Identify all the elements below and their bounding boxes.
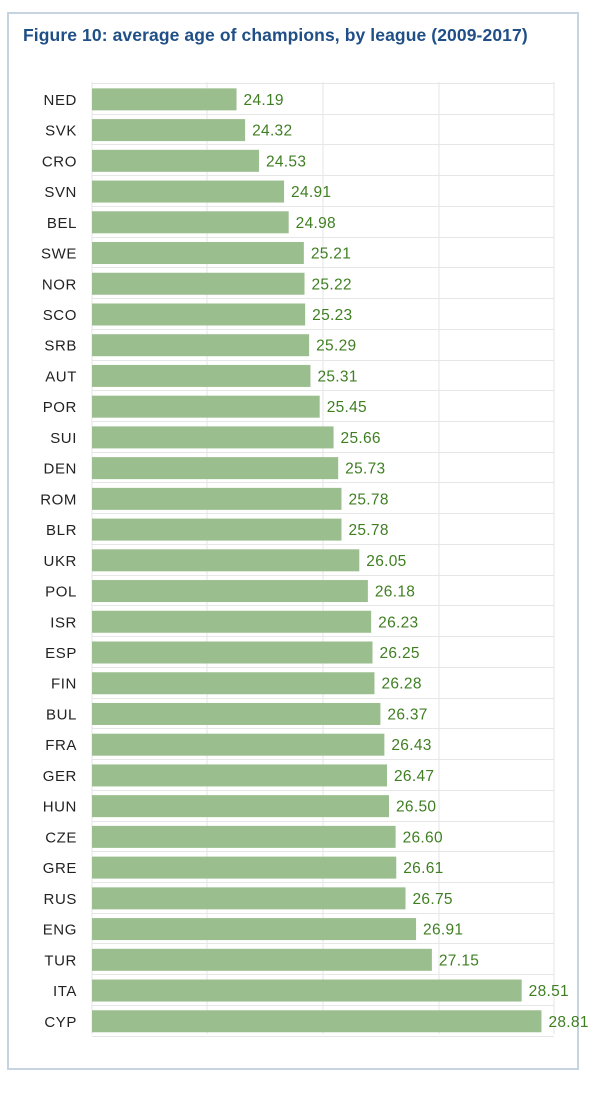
value-label-eng: 26.91: [423, 922, 463, 939]
bar-ger: [92, 764, 388, 787]
category-label-por: POR: [43, 399, 77, 416]
value-label-swe: 25.21: [311, 246, 351, 263]
category-label-ned: NED: [44, 92, 77, 109]
value-label-rom: 25.78: [348, 491, 388, 508]
bar-srb: [92, 334, 310, 357]
category-label-bul: BUL: [46, 706, 77, 723]
bar-sui: [92, 426, 334, 449]
category-label-hun: HUN: [43, 799, 77, 816]
category-label-bel: BEL: [47, 215, 77, 232]
bar-bel: [92, 211, 289, 234]
category-label-esp: ESP: [45, 645, 77, 662]
category-label-ukr: UKR: [44, 553, 77, 570]
value-label-cze: 26.60: [403, 829, 443, 846]
category-label-sco: SCO: [43, 307, 77, 324]
category-label-den: DEN: [44, 461, 77, 478]
category-label-aut: AUT: [45, 368, 77, 385]
value-label-gre: 26.61: [403, 860, 443, 877]
value-label-bul: 26.37: [387, 706, 427, 723]
category-label-eng: ENG: [43, 922, 77, 939]
value-label-ned: 24.19: [244, 92, 284, 109]
value-label-rus: 26.75: [413, 891, 453, 908]
category-label-cyp: CYP: [44, 1014, 77, 1031]
bar-bul: [92, 702, 381, 725]
value-label-blr: 25.78: [348, 522, 388, 539]
value-label-fra: 26.43: [391, 737, 431, 754]
category-label-pol: POL: [45, 584, 77, 601]
bar-pol: [92, 580, 368, 603]
value-label-nor: 25.22: [312, 276, 352, 293]
bar-cze: [92, 825, 396, 848]
value-label-hun: 26.50: [396, 799, 436, 816]
value-label-pol: 26.18: [375, 584, 415, 601]
category-label-rus: RUS: [44, 891, 77, 908]
value-label-layer: 24.19 24.32 24.53 24.91 24.98 25.21 25.22 25.23…: [244, 92, 589, 1031]
grid-layer: [91, 82, 555, 1037]
category-label-cro: CRO: [42, 153, 77, 170]
bar-svn: [92, 180, 285, 203]
bar-cro: [92, 149, 259, 172]
bar-eng: [92, 918, 417, 941]
bar-rus: [92, 887, 406, 910]
bar-rom: [92, 487, 342, 510]
value-label-den: 25.73: [345, 461, 385, 478]
category-label-ger: GER: [43, 768, 77, 785]
bar-isr: [92, 610, 372, 633]
bar-sco: [92, 303, 306, 326]
bar-aut: [92, 364, 311, 387]
bar-blr: [92, 518, 342, 541]
value-label-srb: 25.29: [316, 338, 356, 355]
category-label-tur: TUR: [44, 952, 77, 969]
category-label-ita: ITA: [53, 983, 77, 1000]
category-label-nor: NOR: [42, 276, 77, 293]
category-label-fin: FIN: [51, 676, 77, 693]
value-label-svn: 24.91: [291, 184, 331, 201]
bar-ukr: [92, 549, 360, 572]
value-label-sui: 25.66: [341, 430, 381, 447]
category-label-svn: SVN: [44, 184, 77, 201]
category-label-fra: FRA: [45, 737, 77, 754]
value-label-ger: 26.47: [394, 768, 434, 785]
value-label-esp: 26.25: [380, 645, 420, 662]
category-label-isr: ISR: [50, 614, 77, 631]
category-label-srb: SRB: [44, 338, 77, 355]
value-label-cro: 24.53: [266, 153, 306, 170]
category-label-gre: GRE: [43, 860, 77, 877]
category-label-svk: SVK: [45, 123, 77, 140]
value-label-isr: 26.23: [378, 614, 418, 631]
category-label-rom: ROM: [40, 491, 77, 508]
value-label-sco: 25.23: [312, 307, 352, 324]
bar-por: [92, 395, 320, 418]
value-label-cyp: 28.81: [548, 1014, 588, 1031]
bar-hun: [92, 795, 389, 818]
value-label-aut: 25.31: [317, 368, 357, 385]
category-label-cze: CZE: [45, 829, 77, 846]
category-label-sui: SUI: [50, 430, 77, 447]
bar-den: [92, 457, 339, 480]
value-label-svk: 24.32: [252, 123, 292, 140]
bar-nor: [92, 272, 305, 295]
value-label-bel: 24.98: [296, 215, 336, 232]
bar-gre: [92, 856, 397, 879]
value-label-por: 25.45: [327, 399, 367, 416]
category-label-layer: NED SVK CRO SVN BEL SWE NOR SCO SRB AUT POR SUI DEN R…: [40, 92, 77, 1031]
bar-svk: [92, 119, 246, 142]
bar-cyp: [92, 1010, 542, 1033]
chart-title: Figure 10: average age of champions, by …: [23, 25, 528, 45]
bar-fin: [92, 672, 375, 695]
bar-swe: [92, 242, 304, 265]
value-label-ita: 28.51: [529, 983, 569, 1000]
category-label-blr: BLR: [46, 522, 77, 539]
bar-esp: [92, 641, 373, 664]
bar-fra: [92, 733, 385, 756]
bar-layer: [92, 88, 542, 1033]
value-label-fin: 26.28: [381, 676, 421, 693]
bar-tur: [92, 948, 432, 971]
category-label-swe: SWE: [41, 246, 77, 263]
bar-ita: [92, 979, 522, 1002]
bar-ned: [92, 88, 237, 111]
value-label-tur: 27.15: [439, 952, 479, 969]
value-label-ukr: 26.05: [366, 553, 406, 570]
